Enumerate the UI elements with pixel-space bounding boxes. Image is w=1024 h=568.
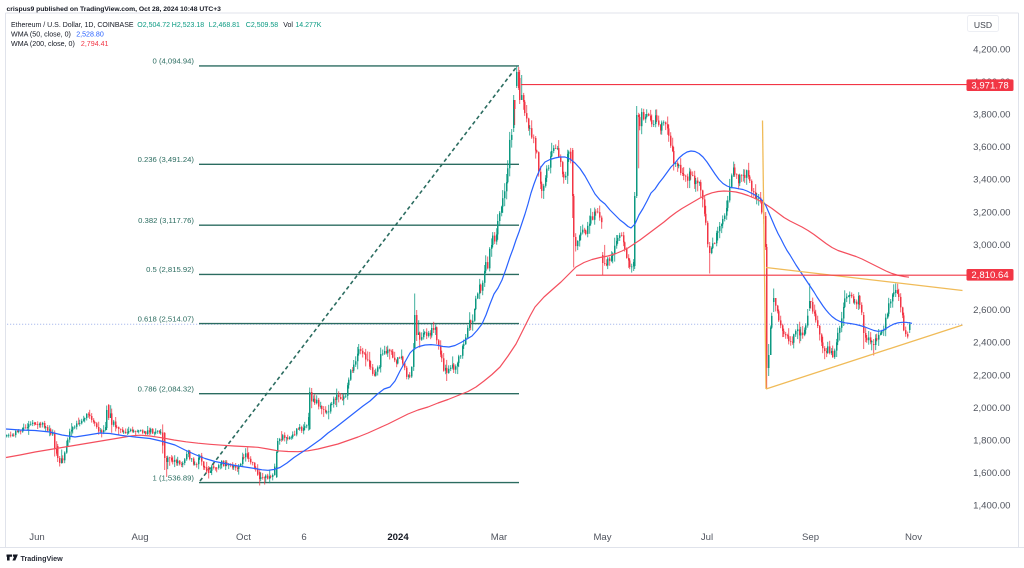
svg-text:0.618 (2,514.07): 0.618 (2,514.07) bbox=[138, 314, 195, 323]
svg-text:1,600.00: 1,600.00 bbox=[973, 468, 1010, 479]
svg-text:3,800.00: 3,800.00 bbox=[973, 110, 1010, 121]
svg-text:Mar: Mar bbox=[491, 532, 508, 543]
svg-text:Jul: Jul bbox=[701, 532, 713, 543]
svg-text:Oct: Oct bbox=[236, 532, 251, 543]
svg-text:USD: USD bbox=[974, 20, 992, 30]
svg-text:crispus9 published on TradingV: crispus9 published on TradingView.com, O… bbox=[7, 6, 222, 13]
svg-text:2024: 2024 bbox=[387, 532, 409, 543]
svg-text:0.382 (3,117.76): 0.382 (3,117.76) bbox=[138, 216, 194, 225]
svg-text:Aug: Aug bbox=[131, 532, 148, 543]
svg-text:3,000.00: 3,000.00 bbox=[973, 240, 1010, 251]
svg-text:1,400.00: 1,400.00 bbox=[973, 501, 1010, 512]
svg-text:Nov: Nov bbox=[905, 532, 922, 543]
svg-text:2,200.00: 2,200.00 bbox=[973, 370, 1010, 381]
svg-text:Jun: Jun bbox=[29, 532, 44, 543]
svg-text:3,400.00: 3,400.00 bbox=[973, 175, 1010, 186]
svg-text:1 (1,536.89): 1 (1,536.89) bbox=[153, 473, 195, 482]
svg-text:3,971.78: 3,971.78 bbox=[971, 81, 1008, 92]
svg-text:2,600.00: 2,600.00 bbox=[973, 305, 1010, 316]
svg-text:0.786 (2,084.32): 0.786 (2,084.32) bbox=[138, 385, 195, 394]
svg-text:1,800.00: 1,800.00 bbox=[973, 436, 1010, 447]
svg-text:2,400.00: 2,400.00 bbox=[973, 338, 1010, 349]
svg-text:4,200.00: 4,200.00 bbox=[973, 44, 1010, 55]
svg-text:0.5 (2,815.92): 0.5 (2,815.92) bbox=[146, 265, 194, 274]
svg-text:TradingView: TradingView bbox=[21, 554, 64, 563]
svg-text:3,600.00: 3,600.00 bbox=[973, 142, 1010, 153]
svg-text:2,810.64: 2,810.64 bbox=[971, 270, 1009, 281]
svg-text:0.236 (3,491.24): 0.236 (3,491.24) bbox=[138, 155, 195, 164]
svg-text:WMA (200, close, 0)2,794.41: WMA (200, close, 0) 2,794.41 bbox=[11, 40, 109, 48]
svg-text:3,200.00: 3,200.00 bbox=[973, 207, 1010, 218]
svg-text:0 (4,094.94): 0 (4,094.94) bbox=[153, 57, 195, 66]
svg-text:May: May bbox=[593, 532, 611, 543]
svg-text:6: 6 bbox=[301, 532, 306, 543]
svg-text:Ethereum / U.S. Dollar, 1D, CO: Ethereum / U.S. Dollar, 1D, COINBASE O2,5… bbox=[11, 22, 322, 29]
svg-text:2,000.00: 2,000.00 bbox=[973, 403, 1010, 414]
svg-text:Sep: Sep bbox=[802, 532, 819, 543]
svg-text:WMA (50, close, 0)2,528.80: WMA (50, close, 0) 2,528.80 bbox=[11, 31, 104, 39]
